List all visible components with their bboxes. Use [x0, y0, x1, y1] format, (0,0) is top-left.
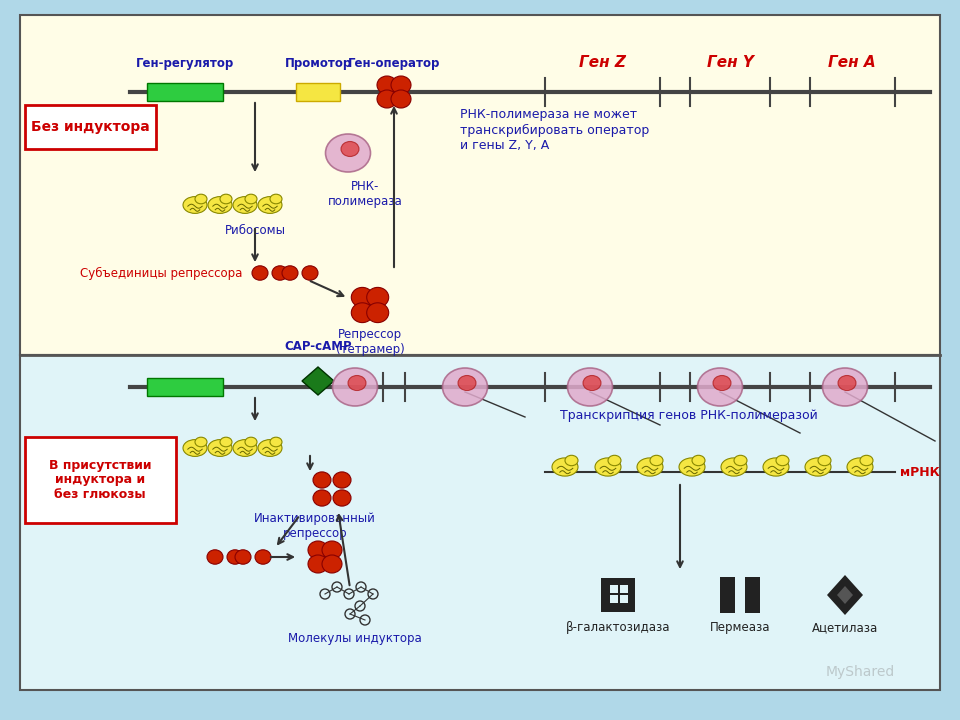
Ellipse shape [258, 197, 282, 213]
Ellipse shape [195, 437, 207, 447]
Ellipse shape [595, 458, 621, 476]
Ellipse shape [207, 550, 223, 564]
Text: Пермеаза: Пермеаза [709, 621, 770, 634]
FancyBboxPatch shape [147, 83, 223, 101]
FancyBboxPatch shape [147, 378, 223, 396]
Ellipse shape [692, 455, 705, 466]
Ellipse shape [208, 440, 232, 456]
Bar [720, 577, 735, 613]
Ellipse shape [272, 266, 288, 280]
Ellipse shape [847, 458, 873, 476]
Ellipse shape [763, 458, 789, 476]
Text: мРНК: мРНК [900, 466, 940, 479]
Text: Ген Y: Ген Y [707, 55, 754, 70]
Ellipse shape [776, 455, 789, 466]
Polygon shape [837, 586, 853, 604]
Ellipse shape [637, 458, 663, 476]
Ellipse shape [608, 455, 621, 466]
Text: CAP-сАМР: CAP-сАМР [284, 340, 351, 353]
Ellipse shape [183, 440, 207, 456]
Ellipse shape [282, 266, 298, 280]
Bar [610, 595, 618, 603]
Ellipse shape [823, 368, 868, 406]
Ellipse shape [341, 142, 359, 156]
Text: Транскрипция генов РНК-полимеразой: Транскрипция генов РНК-полимеразой [560, 408, 818, 421]
Ellipse shape [333, 490, 351, 506]
Bar [745, 577, 760, 613]
FancyBboxPatch shape [296, 83, 340, 101]
Ellipse shape [195, 194, 207, 204]
FancyBboxPatch shape [20, 15, 940, 355]
Ellipse shape [367, 287, 389, 307]
Ellipse shape [698, 368, 742, 406]
Text: Ген A: Ген A [828, 55, 876, 70]
Text: Рибосомы: Рибосомы [225, 224, 285, 237]
Text: РНК-
полимераза: РНК- полимераза [327, 180, 402, 208]
Ellipse shape [367, 303, 389, 323]
Ellipse shape [270, 437, 282, 447]
Ellipse shape [391, 76, 411, 94]
Ellipse shape [679, 458, 705, 476]
Ellipse shape [255, 550, 271, 564]
Ellipse shape [377, 90, 397, 108]
Ellipse shape [565, 455, 578, 466]
Ellipse shape [233, 197, 257, 213]
Ellipse shape [245, 437, 257, 447]
Ellipse shape [443, 368, 488, 406]
Bar [620, 595, 628, 603]
Ellipse shape [734, 455, 747, 466]
Ellipse shape [258, 440, 282, 456]
Ellipse shape [313, 472, 331, 488]
Ellipse shape [208, 197, 232, 213]
Ellipse shape [333, 472, 351, 488]
Text: Ацетилаза: Ацетилаза [812, 621, 878, 634]
Ellipse shape [270, 194, 282, 204]
Ellipse shape [325, 134, 371, 172]
Ellipse shape [308, 555, 328, 573]
Ellipse shape [860, 455, 873, 466]
FancyBboxPatch shape [20, 355, 940, 690]
Ellipse shape [235, 550, 251, 564]
Text: Промотор: Промотор [284, 57, 351, 70]
Ellipse shape [818, 455, 831, 466]
Ellipse shape [220, 194, 232, 204]
Ellipse shape [650, 455, 663, 466]
Ellipse shape [308, 541, 328, 559]
FancyBboxPatch shape [25, 437, 176, 523]
Text: Ген-регулятор: Ген-регулятор [136, 57, 234, 70]
Ellipse shape [583, 376, 601, 390]
Ellipse shape [351, 303, 373, 323]
Ellipse shape [322, 555, 342, 573]
Ellipse shape [322, 541, 342, 559]
Text: Без индуктора: Без индуктора [31, 120, 150, 134]
Text: Инактивированный
репрессор: Инактивированный репрессор [254, 512, 376, 540]
Ellipse shape [391, 90, 411, 108]
Ellipse shape [838, 376, 856, 390]
Polygon shape [302, 367, 334, 395]
Text: В присутствии
индуктора и
без глюкозы: В присутствии индуктора и без глюкозы [49, 459, 152, 502]
Text: Молекулы индуктора: Молекулы индуктора [288, 632, 421, 645]
Ellipse shape [721, 458, 747, 476]
Text: β-галактозидаза: β-галактозидаза [565, 621, 670, 634]
Text: Репрессор
(тетрамер): Репрессор (тетрамер) [336, 328, 404, 356]
Text: Ген-оператор: Ген-оператор [348, 57, 441, 70]
Ellipse shape [233, 440, 257, 456]
Ellipse shape [458, 376, 476, 390]
Ellipse shape [332, 368, 377, 406]
Ellipse shape [351, 287, 373, 307]
Ellipse shape [377, 76, 397, 94]
Ellipse shape [302, 266, 318, 280]
Polygon shape [827, 575, 863, 615]
Text: РНК-полимераза не может
транскрибировать оператор
и гены Z, Y, A: РНК-полимераза не может транскрибировать… [460, 109, 649, 151]
Ellipse shape [313, 490, 331, 506]
Ellipse shape [227, 550, 243, 564]
Ellipse shape [183, 197, 207, 213]
Text: Субъединицы репрессора: Субъединицы репрессора [80, 266, 242, 279]
Ellipse shape [713, 376, 731, 390]
Ellipse shape [245, 194, 257, 204]
Ellipse shape [567, 368, 612, 406]
Ellipse shape [348, 376, 366, 390]
FancyBboxPatch shape [25, 105, 156, 149]
Ellipse shape [252, 266, 268, 280]
